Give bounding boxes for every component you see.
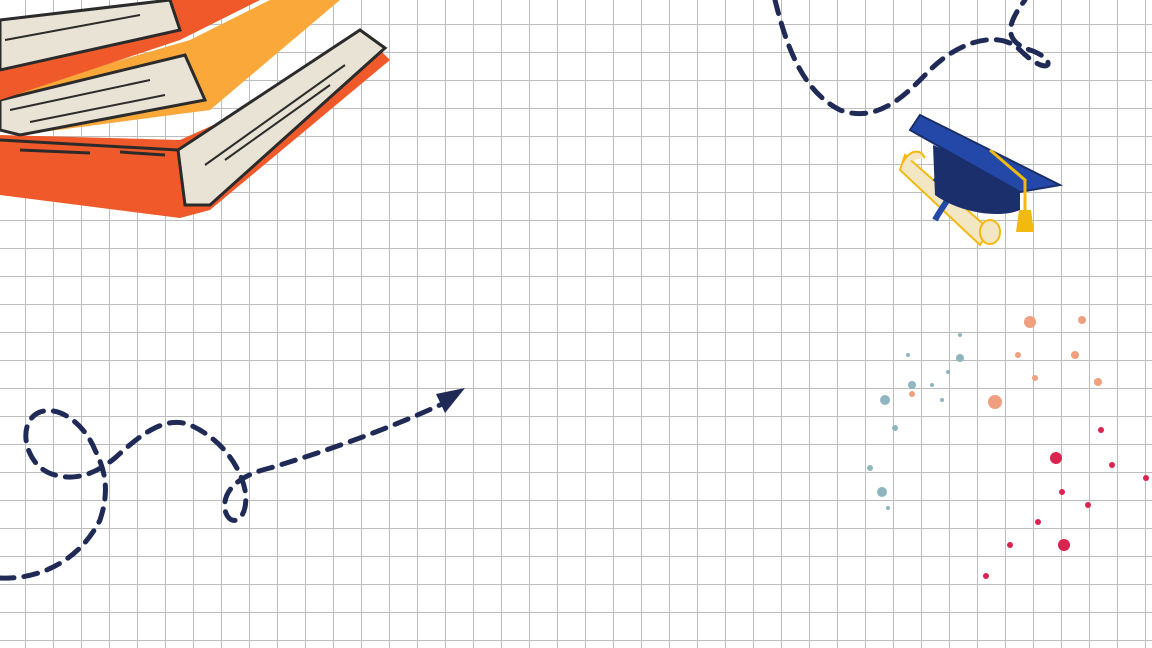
paint-splatter-dots bbox=[867, 316, 1149, 579]
graduation-cap-with-diploma-illustration bbox=[898, 113, 1064, 247]
stacked-books-illustration bbox=[0, 0, 390, 218]
dashed-loop-path bbox=[772, 0, 1051, 117]
dashed-arrow-path bbox=[0, 388, 465, 581]
